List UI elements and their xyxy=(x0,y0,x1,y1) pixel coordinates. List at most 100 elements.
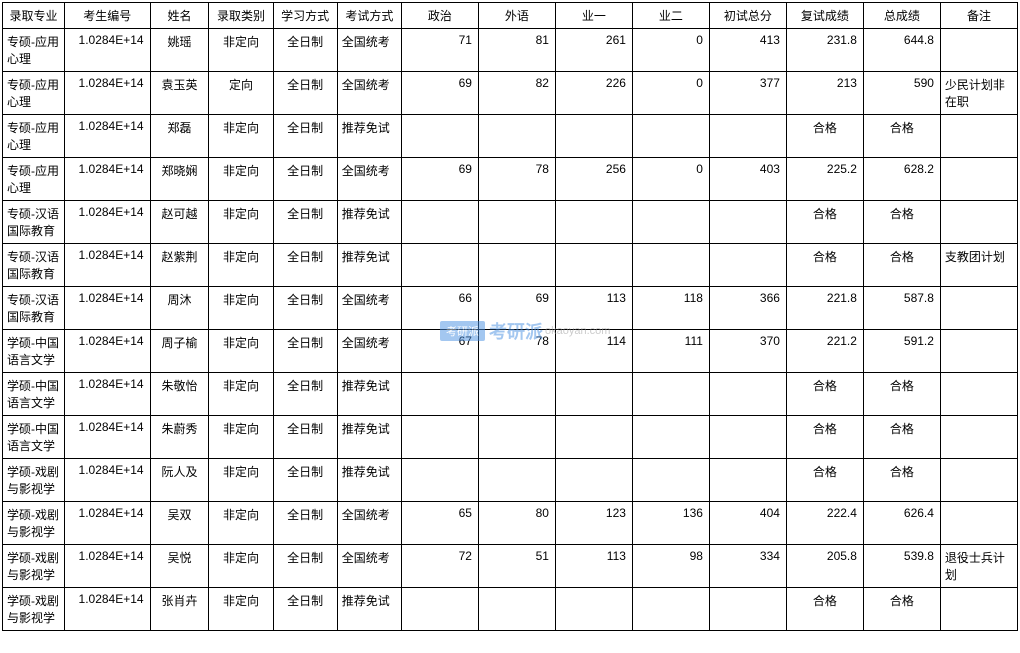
table-row: 专硕-汉语国际教育1.0284E+14赵可越非定向全日制推荐免试合格合格 xyxy=(3,201,1018,244)
table-cell: 80 xyxy=(478,502,555,545)
table-cell: 非定向 xyxy=(209,588,273,631)
table-cell: 合格 xyxy=(786,588,863,631)
table-cell xyxy=(555,459,632,502)
table-cell: 628.2 xyxy=(863,158,940,201)
table-cell: 非定向 xyxy=(209,287,273,330)
table-cell: 334 xyxy=(709,545,786,588)
table-cell: 221.8 xyxy=(786,287,863,330)
table-cell: 全日制 xyxy=(273,72,337,115)
table-cell: 111 xyxy=(632,330,709,373)
table-cell: 0 xyxy=(632,158,709,201)
table-cell: 非定向 xyxy=(209,29,273,72)
table-cell: 非定向 xyxy=(209,459,273,502)
table-cell: 学硕-戏剧与影视学 xyxy=(3,588,65,631)
table-cell: 0 xyxy=(632,72,709,115)
table-body: 专硕-应用心理1.0284E+14姚瑶非定向全日制全国统考71812610413… xyxy=(3,29,1018,631)
table-cell: 全日制 xyxy=(273,115,337,158)
table-cell: 587.8 xyxy=(863,287,940,330)
table-cell xyxy=(555,115,632,158)
table-cell xyxy=(940,502,1017,545)
table-cell: 82 xyxy=(478,72,555,115)
table-cell xyxy=(555,373,632,416)
table-row: 学硕-戏剧与影视学1.0284E+14张肖卉非定向全日制推荐免试合格合格 xyxy=(3,588,1018,631)
table-cell: 118 xyxy=(632,287,709,330)
table-cell: 全日制 xyxy=(273,201,337,244)
table-cell: 114 xyxy=(555,330,632,373)
table-cell: 113 xyxy=(555,545,632,588)
table-cell: 370 xyxy=(709,330,786,373)
table-cell: 222.4 xyxy=(786,502,863,545)
table-row: 学硕-中国语言文学1.0284E+14周子榆非定向全日制全国统考67781141… xyxy=(3,330,1018,373)
table-cell: 1.0284E+14 xyxy=(65,287,151,330)
table-cell: 推荐免试 xyxy=(337,416,401,459)
table-cell: 袁玉英 xyxy=(150,72,209,115)
table-cell: 69 xyxy=(401,72,478,115)
table-cell: 78 xyxy=(478,330,555,373)
table-cell: 全国统考 xyxy=(337,72,401,115)
column-header: 外语 xyxy=(478,3,555,29)
table-cell: 赵紫荆 xyxy=(150,244,209,287)
table-cell xyxy=(940,201,1017,244)
table-cell xyxy=(478,373,555,416)
table-cell: 非定向 xyxy=(209,330,273,373)
table-cell: 郑晓娴 xyxy=(150,158,209,201)
table-cell xyxy=(632,416,709,459)
table-cell: 非定向 xyxy=(209,115,273,158)
table-cell: 66 xyxy=(401,287,478,330)
table-cell xyxy=(709,416,786,459)
table-cell: 全日制 xyxy=(273,502,337,545)
table-cell: 定向 xyxy=(209,72,273,115)
table-cell: 626.4 xyxy=(863,502,940,545)
table-cell: 非定向 xyxy=(209,502,273,545)
table-cell: 全国统考 xyxy=(337,29,401,72)
table-cell: 非定向 xyxy=(209,201,273,244)
table-cell: 1.0284E+14 xyxy=(65,416,151,459)
table-cell: 225.2 xyxy=(786,158,863,201)
table-cell: 全国统考 xyxy=(337,330,401,373)
table-cell: 98 xyxy=(632,545,709,588)
table-cell: 1.0284E+14 xyxy=(65,588,151,631)
table-cell: 推荐免试 xyxy=(337,459,401,502)
table-row: 学硕-戏剧与影视学1.0284E+14吴悦非定向全日制全国统考725111398… xyxy=(3,545,1018,588)
table-cell: 69 xyxy=(478,287,555,330)
table-cell xyxy=(940,29,1017,72)
table-cell: 专硕-汉语国际教育 xyxy=(3,201,65,244)
table-cell: 非定向 xyxy=(209,244,273,287)
table-cell xyxy=(632,588,709,631)
table-cell: 590 xyxy=(863,72,940,115)
table-row: 专硕-汉语国际教育1.0284E+14赵紫荆非定向全日制推荐免试合格合格支教团计… xyxy=(3,244,1018,287)
table-row: 学硕-戏剧与影视学1.0284E+14吴双非定向全日制全国统考658012313… xyxy=(3,502,1018,545)
table-cell xyxy=(632,373,709,416)
table-cell: 226 xyxy=(555,72,632,115)
table-cell: 644.8 xyxy=(863,29,940,72)
table-cell: 合格 xyxy=(863,416,940,459)
table-cell xyxy=(401,373,478,416)
table-cell: 1.0284E+14 xyxy=(65,244,151,287)
column-header: 考试方式 xyxy=(337,3,401,29)
table-cell: 非定向 xyxy=(209,416,273,459)
table-cell: 221.2 xyxy=(786,330,863,373)
table-cell: 539.8 xyxy=(863,545,940,588)
table-cell: 1.0284E+14 xyxy=(65,373,151,416)
table-cell xyxy=(940,115,1017,158)
table-cell: 213 xyxy=(786,72,863,115)
table-cell: 261 xyxy=(555,29,632,72)
table-cell xyxy=(709,201,786,244)
table-cell: 合格 xyxy=(786,201,863,244)
table-cell: 全国统考 xyxy=(337,158,401,201)
column-header: 业二 xyxy=(632,3,709,29)
table-cell: 591.2 xyxy=(863,330,940,373)
table-cell: 1.0284E+14 xyxy=(65,459,151,502)
table-cell xyxy=(478,588,555,631)
table-cell: 周子榆 xyxy=(150,330,209,373)
table-cell: 67 xyxy=(401,330,478,373)
table-cell: 合格 xyxy=(863,115,940,158)
table-cell xyxy=(709,373,786,416)
table-cell: 全国统考 xyxy=(337,502,401,545)
table-cell xyxy=(632,459,709,502)
column-header: 初试总分 xyxy=(709,3,786,29)
column-header: 学习方式 xyxy=(273,3,337,29)
table-cell xyxy=(709,115,786,158)
table-cell xyxy=(555,201,632,244)
table-row: 学硕-中国语言文学1.0284E+14朱蔚秀非定向全日制推荐免试合格合格 xyxy=(3,416,1018,459)
